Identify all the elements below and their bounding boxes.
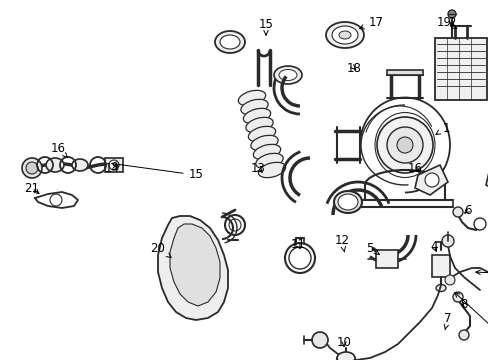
Ellipse shape — [46, 158, 64, 172]
Circle shape — [386, 127, 422, 163]
Polygon shape — [485, 160, 488, 192]
Ellipse shape — [338, 31, 350, 39]
Circle shape — [26, 162, 38, 174]
Circle shape — [424, 173, 438, 187]
Ellipse shape — [248, 126, 275, 142]
Text: 5: 5 — [366, 242, 378, 255]
Circle shape — [458, 330, 468, 340]
Text: 16: 16 — [407, 162, 422, 175]
Text: 2: 2 — [447, 15, 455, 28]
Circle shape — [452, 292, 462, 302]
Ellipse shape — [258, 162, 285, 178]
Circle shape — [447, 10, 455, 18]
Text: 11: 11 — [290, 238, 305, 252]
Circle shape — [441, 235, 453, 247]
Text: 7: 7 — [475, 270, 488, 283]
Text: 10: 10 — [336, 337, 351, 350]
Text: 17: 17 — [359, 15, 383, 29]
Ellipse shape — [255, 153, 283, 169]
Text: 7: 7 — [443, 311, 451, 330]
Text: 12: 12 — [334, 234, 349, 252]
Text: 15: 15 — [112, 162, 203, 181]
Circle shape — [452, 207, 462, 217]
Ellipse shape — [215, 31, 244, 53]
Circle shape — [473, 218, 485, 230]
Polygon shape — [158, 216, 227, 320]
Text: 15: 15 — [258, 18, 273, 35]
Polygon shape — [170, 224, 220, 306]
Ellipse shape — [333, 191, 361, 213]
Text: 16: 16 — [50, 141, 67, 157]
Circle shape — [311, 332, 327, 348]
Ellipse shape — [331, 26, 357, 44]
Ellipse shape — [241, 99, 267, 115]
Ellipse shape — [238, 90, 265, 106]
Polygon shape — [414, 165, 447, 195]
Ellipse shape — [220, 35, 240, 49]
Text: 6: 6 — [463, 203, 471, 216]
Ellipse shape — [336, 352, 354, 360]
Bar — [431, 255, 449, 277]
Ellipse shape — [279, 69, 296, 81]
Bar — [375, 250, 397, 268]
Ellipse shape — [243, 108, 270, 124]
Ellipse shape — [325, 22, 363, 48]
Text: 21: 21 — [24, 181, 40, 194]
Text: 8: 8 — [459, 297, 467, 310]
Circle shape — [444, 275, 454, 285]
Circle shape — [22, 158, 42, 178]
Text: 13: 13 — [250, 162, 265, 175]
Text: 18: 18 — [346, 62, 361, 75]
Text: 9: 9 — [454, 293, 488, 360]
Ellipse shape — [253, 144, 280, 160]
Ellipse shape — [273, 66, 302, 84]
Ellipse shape — [72, 159, 88, 171]
Ellipse shape — [435, 284, 445, 292]
Circle shape — [109, 160, 119, 170]
Circle shape — [50, 194, 62, 206]
Bar — [105, 158, 123, 172]
Text: 19: 19 — [436, 15, 456, 28]
Circle shape — [376, 117, 432, 173]
Bar — [386, 70, 422, 75]
Circle shape — [396, 137, 412, 153]
Text: 1: 1 — [435, 122, 449, 135]
Text: 14: 14 — [104, 162, 119, 175]
Ellipse shape — [250, 135, 278, 151]
Ellipse shape — [245, 117, 273, 133]
Ellipse shape — [337, 194, 357, 210]
Text: 4: 4 — [429, 239, 437, 252]
Text: 20: 20 — [150, 242, 171, 257]
Bar — [434, 38, 486, 100]
Text: 3: 3 — [0, 359, 1, 360]
